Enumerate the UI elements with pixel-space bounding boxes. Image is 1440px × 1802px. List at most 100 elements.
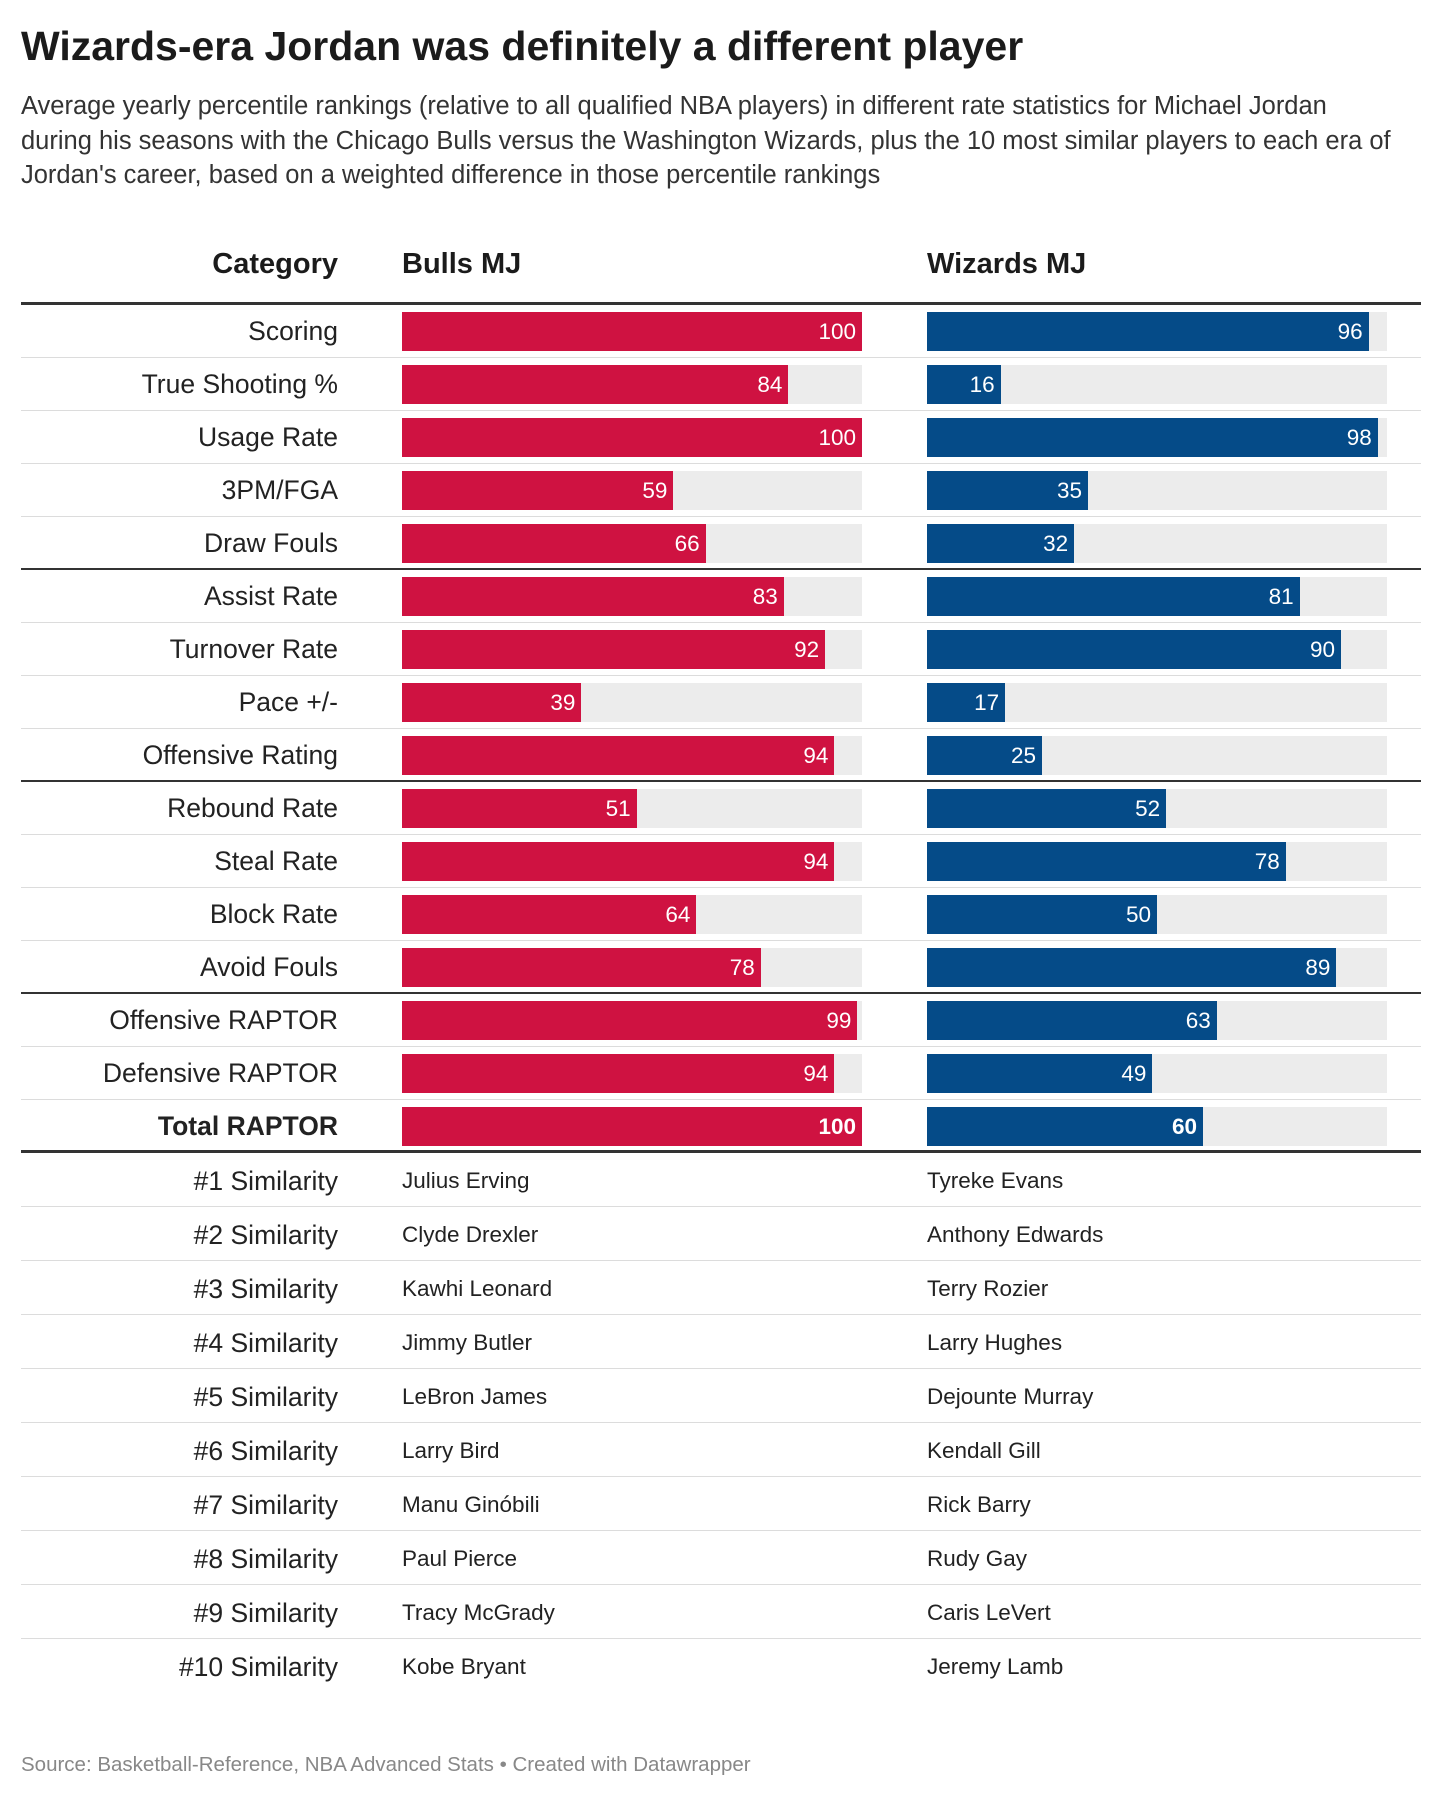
category-label: Offensive RAPTOR bbox=[109, 1005, 338, 1035]
bulls-similar-player: Kobe Bryant bbox=[402, 1654, 526, 1679]
bulls-bar: 39 bbox=[402, 683, 582, 722]
wizards-value-label: 35 bbox=[1056, 478, 1082, 503]
bulls-bar-track: 94 bbox=[402, 736, 862, 775]
wizards-bar-track: 89 bbox=[927, 948, 1387, 987]
category-label: Pace +/- bbox=[238, 687, 338, 717]
bulls-bar-track: 78 bbox=[402, 948, 862, 987]
wizards-bar: 17 bbox=[927, 683, 1006, 722]
wizards-value-label: 81 bbox=[1268, 584, 1294, 609]
wizards-bar-track: 98 bbox=[927, 418, 1387, 457]
bulls-similar-player: Clyde Drexler bbox=[402, 1222, 539, 1247]
similarity-rank-label: #1 Similarity bbox=[193, 1166, 338, 1196]
table-row: Turnover Rate 92 90 bbox=[21, 623, 1421, 676]
wizards-value-label: 63 bbox=[1185, 1008, 1211, 1033]
wizards-similar-player: Rick Barry bbox=[927, 1492, 1031, 1517]
bulls-bar: 92 bbox=[402, 630, 826, 669]
bulls-bar: 64 bbox=[402, 895, 697, 934]
wizards-bar: 81 bbox=[927, 577, 1300, 616]
wizards-value-label: 17 bbox=[974, 690, 1000, 715]
bulls-bar: 94 bbox=[402, 1054, 835, 1093]
wizards-bar-track: 25 bbox=[927, 736, 1387, 775]
bulls-bar-track: 100 bbox=[402, 1107, 862, 1146]
bulls-bar: 100 bbox=[402, 418, 862, 457]
similarity-row: #6 Similarity Larry Bird Kendall Gill bbox=[21, 1423, 1421, 1477]
bulls-value-label: 100 bbox=[818, 319, 856, 344]
table-row: Total RAPTOR 100 60 bbox=[21, 1100, 1421, 1153]
similarity-row: #10 Similarity Kobe Bryant Jeremy Lamb bbox=[21, 1639, 1421, 1693]
similarity-rank-label: #7 Similarity bbox=[193, 1490, 338, 1520]
category-label: Draw Fouls bbox=[203, 528, 338, 558]
bulls-similar-player: Tracy McGrady bbox=[402, 1600, 555, 1625]
wizards-bar-track: 90 bbox=[927, 630, 1387, 669]
table-row: Offensive Rating 94 25 bbox=[21, 729, 1421, 782]
similarity-rank-label: #9 Similarity bbox=[193, 1598, 338, 1628]
wizards-bar: 25 bbox=[927, 736, 1042, 775]
wizards-value-label: 25 bbox=[1010, 743, 1036, 768]
wizards-similar-player: Anthony Edwards bbox=[927, 1222, 1104, 1247]
similarity-row: #2 Similarity Clyde Drexler Anthony Edward… bbox=[21, 1207, 1421, 1261]
bulls-bar-track: 59 bbox=[402, 471, 862, 510]
wizards-bar: 35 bbox=[927, 471, 1088, 510]
wizards-bar-track: 16 bbox=[927, 365, 1387, 404]
wizards-value-label: 89 bbox=[1305, 955, 1331, 980]
wizards-similar-player: Dejounte Murray bbox=[927, 1384, 1094, 1409]
wizards-value-label: 16 bbox=[969, 372, 995, 397]
bulls-value-label: 94 bbox=[803, 849, 829, 874]
wizards-bar: 96 bbox=[927, 312, 1369, 351]
category-label: Total RAPTOR bbox=[157, 1111, 338, 1141]
bulls-similar-player: LeBron James bbox=[402, 1384, 548, 1409]
wizards-value-label: 90 bbox=[1309, 637, 1335, 662]
similarity-rank-label: #8 Similarity bbox=[193, 1544, 338, 1574]
similarity-row: #9 Similarity Tracy McGrady Caris LeVert bbox=[21, 1585, 1421, 1639]
header-bulls: Bulls MJ bbox=[402, 248, 522, 280]
bulls-bar: 83 bbox=[402, 577, 784, 616]
similarity-row: #8 Similarity Paul Pierce Rudy Gay bbox=[21, 1531, 1421, 1585]
bulls-bar: 51 bbox=[402, 789, 637, 828]
wizards-value-label: 52 bbox=[1135, 796, 1161, 821]
wizards-bar-track: 63 bbox=[927, 1001, 1387, 1040]
table-row: 3PM/FGA 59 35 bbox=[21, 464, 1421, 517]
wizards-similar-player: Caris LeVert bbox=[927, 1600, 1051, 1625]
bulls-bar-track: 94 bbox=[402, 1054, 862, 1093]
table-row: True Shooting % 84 16 bbox=[21, 358, 1421, 411]
bulls-bar-track: 83 bbox=[402, 577, 862, 616]
table-row: Assist Rate 83 81 bbox=[21, 570, 1421, 623]
bulls-bar: 100 bbox=[402, 1107, 862, 1146]
wizards-bar-track: 78 bbox=[927, 842, 1387, 881]
bulls-similar-player: Jimmy Butler bbox=[402, 1330, 533, 1355]
wizards-similar-player: Rudy Gay bbox=[927, 1546, 1028, 1571]
bulls-bar: 99 bbox=[402, 1001, 858, 1040]
wizards-bar-track: 17 bbox=[927, 683, 1387, 722]
similarity-rank-label: #4 Similarity bbox=[193, 1328, 338, 1358]
chart-title: Wizards-era Jordan was definitely a diff… bbox=[21, 23, 1024, 69]
wizards-bar: 90 bbox=[927, 630, 1341, 669]
wizards-bar-track: 81 bbox=[927, 577, 1387, 616]
category-label: Scoring bbox=[248, 316, 338, 346]
bulls-value-label: 39 bbox=[550, 690, 576, 715]
bulls-value-label: 92 bbox=[794, 637, 820, 662]
similarity-row: #4 Similarity Jimmy Butler Larry Hughes bbox=[21, 1315, 1421, 1369]
wizards-bar-track: 96 bbox=[927, 312, 1387, 351]
category-label: Turnover Rate bbox=[169, 634, 338, 664]
bulls-value-label: 83 bbox=[752, 584, 778, 609]
table-row: Steal Rate 94 78 bbox=[21, 835, 1421, 888]
category-label: Defensive RAPTOR bbox=[102, 1058, 338, 1088]
wizards-bar-track: 32 bbox=[927, 524, 1387, 563]
category-label: Rebound Rate bbox=[167, 793, 338, 823]
bulls-bar-track: 94 bbox=[402, 842, 862, 881]
wizards-similar-player: Tyreke Evans bbox=[927, 1168, 1064, 1193]
bulls-bar: 78 bbox=[402, 948, 761, 987]
wizards-value-label: 32 bbox=[1043, 531, 1069, 556]
wizards-bar: 78 bbox=[927, 842, 1286, 881]
similarity-rank-label: #6 Similarity bbox=[193, 1436, 338, 1466]
wizards-bar: 32 bbox=[927, 524, 1075, 563]
bulls-similar-player: Julius Erving bbox=[402, 1168, 530, 1193]
similarity-row: #1 Similarity Julius Erving Tyreke Evans bbox=[21, 1153, 1421, 1207]
wizards-bar-track: 52 bbox=[927, 789, 1387, 828]
bulls-bar: 94 bbox=[402, 736, 835, 775]
bulls-bar-track: 100 bbox=[402, 418, 862, 457]
bulls-bar-track: 51 bbox=[402, 789, 862, 828]
bulls-value-label: 64 bbox=[665, 902, 691, 927]
bulls-similar-player: Larry Bird bbox=[402, 1438, 500, 1463]
wizards-bar: 52 bbox=[927, 789, 1167, 828]
